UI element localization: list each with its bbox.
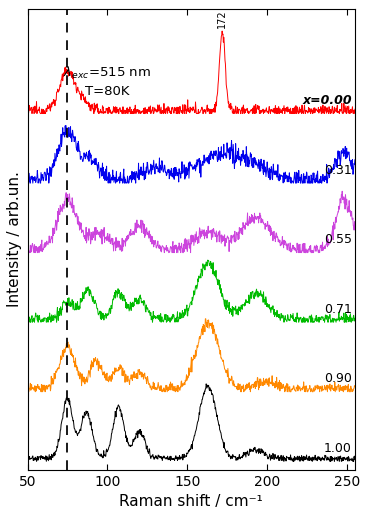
Text: 172: 172 xyxy=(217,10,227,28)
Text: 0.90: 0.90 xyxy=(324,372,352,385)
Text: 0.55: 0.55 xyxy=(324,233,352,246)
Y-axis label: Intensity / arb.un.: Intensity / arb.un. xyxy=(7,171,22,307)
Text: 0.71: 0.71 xyxy=(324,303,352,316)
Text: 0.31: 0.31 xyxy=(324,164,352,176)
Text: T=80K: T=80K xyxy=(85,85,130,98)
Text: 1.00: 1.00 xyxy=(324,442,352,455)
Text: x=0.00: x=0.00 xyxy=(302,94,352,107)
Text: $\lambda_{exc}$=515 nm: $\lambda_{exc}$=515 nm xyxy=(63,65,151,82)
X-axis label: Raman shift / cm⁻¹: Raman shift / cm⁻¹ xyxy=(119,494,263,509)
